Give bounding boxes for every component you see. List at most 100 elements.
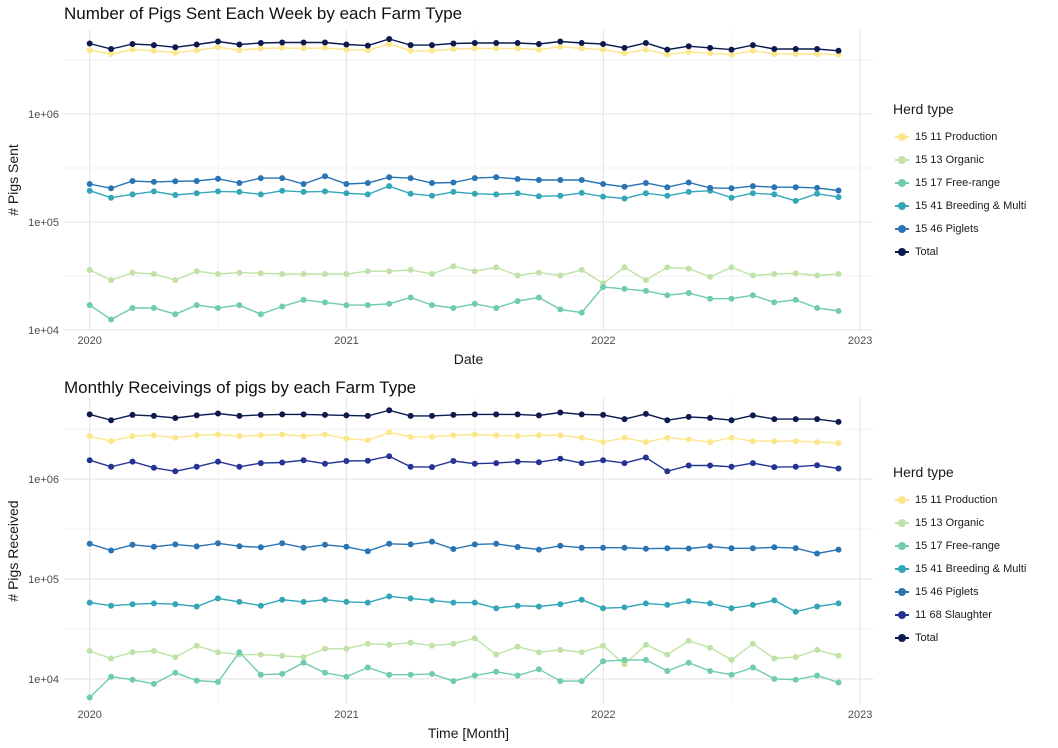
data-point	[621, 434, 628, 441]
legend-key	[893, 606, 911, 624]
data-point	[792, 270, 799, 277]
data-point	[236, 463, 243, 470]
data-point	[771, 299, 778, 306]
legend-item: 15 41 Breeding & Multi	[893, 557, 1026, 580]
data-point	[108, 417, 115, 424]
legend-key	[893, 491, 911, 509]
data-point	[300, 181, 307, 187]
data-point	[792, 296, 799, 303]
legend-key	[893, 583, 911, 601]
legend-label: 15 46 Piglets	[915, 222, 979, 235]
data-point	[514, 458, 521, 465]
data-point	[600, 439, 607, 446]
data-point	[814, 184, 821, 191]
data-point	[557, 455, 564, 462]
data-point	[322, 299, 328, 306]
data-point	[578, 309, 585, 316]
data-point	[386, 641, 393, 648]
data-point	[86, 181, 93, 187]
data-point	[450, 263, 457, 270]
data-point	[172, 468, 179, 475]
series-1	[86, 635, 842, 668]
legend-key	[893, 174, 911, 192]
legend-item: 15 17 Free-range	[893, 171, 1026, 194]
data-point	[600, 642, 607, 649]
data-point	[578, 189, 585, 196]
data-point	[642, 46, 649, 53]
data-point	[728, 463, 735, 470]
data-point	[535, 666, 542, 673]
data-point	[728, 656, 735, 663]
data-point	[279, 596, 286, 603]
legend-label: 15 17 Free-range	[915, 539, 1000, 552]
data-point	[86, 40, 93, 47]
data-point	[514, 544, 521, 550]
data-point	[749, 292, 756, 299]
data-point	[664, 468, 671, 475]
data-point	[642, 641, 649, 648]
data-point	[707, 44, 714, 51]
data-point	[386, 268, 393, 275]
data-point	[514, 411, 521, 418]
data-point	[279, 459, 286, 466]
data-point	[771, 416, 778, 423]
data-point	[343, 458, 350, 464]
x-axis-title: Date	[454, 351, 484, 367]
legend-key	[893, 537, 911, 555]
data-point	[557, 272, 564, 279]
data-point	[108, 185, 115, 192]
data-point	[728, 46, 735, 53]
series-line	[89, 175, 839, 192]
series-5	[86, 453, 842, 475]
data-point	[749, 42, 756, 49]
data-point	[450, 411, 457, 418]
chart-title: Monthly Receivings of pigs by each Farm …	[64, 378, 417, 397]
x-tick-label: 2020	[77, 709, 101, 721]
data-point	[129, 676, 136, 683]
data-point	[471, 599, 478, 606]
data-point	[707, 415, 714, 421]
data-point	[771, 655, 778, 662]
data-point	[600, 46, 607, 53]
data-point	[835, 271, 842, 277]
data-point	[129, 458, 136, 465]
data-point	[279, 187, 286, 194]
data-point	[493, 305, 500, 311]
data-point	[685, 265, 692, 272]
x-tick-label: 2022	[591, 709, 615, 721]
data-point	[386, 407, 393, 414]
series-line	[89, 265, 839, 285]
data-point	[642, 454, 649, 461]
data-point	[429, 412, 435, 419]
data-point	[814, 439, 821, 446]
data-point	[343, 435, 350, 442]
data-point	[108, 655, 115, 662]
data-point	[792, 416, 799, 423]
data-point	[257, 671, 264, 678]
chart-title: Number of Pigs Sent Each Week by each Fa…	[64, 4, 463, 23]
data-point	[300, 271, 307, 277]
data-point	[86, 694, 93, 701]
data-point	[193, 463, 200, 470]
legend-label: 15 13 Organic	[915, 516, 985, 529]
data-point	[407, 42, 414, 49]
data-point	[322, 669, 328, 676]
data-point	[535, 41, 542, 47]
data-point	[450, 599, 457, 606]
data-point	[535, 603, 542, 610]
data-point	[172, 601, 179, 608]
data-point	[707, 295, 714, 302]
chart-plot-sent: 2020 2021 2022 2023 1e+04 1e+05 1e+06 Date # Pig…	[5, 30, 873, 367]
data-point	[129, 305, 136, 311]
data-point	[236, 543, 243, 550]
data-point	[471, 635, 478, 642]
data-point	[642, 277, 649, 284]
data-point	[535, 546, 542, 553]
legend: Herd type 15 11 Production 15 13 Organic 1…	[893, 101, 1026, 263]
data-point	[685, 598, 692, 605]
data-point	[557, 43, 564, 50]
data-point	[129, 541, 136, 548]
legend-key	[893, 243, 911, 261]
data-point	[300, 659, 307, 666]
data-point	[514, 298, 521, 305]
